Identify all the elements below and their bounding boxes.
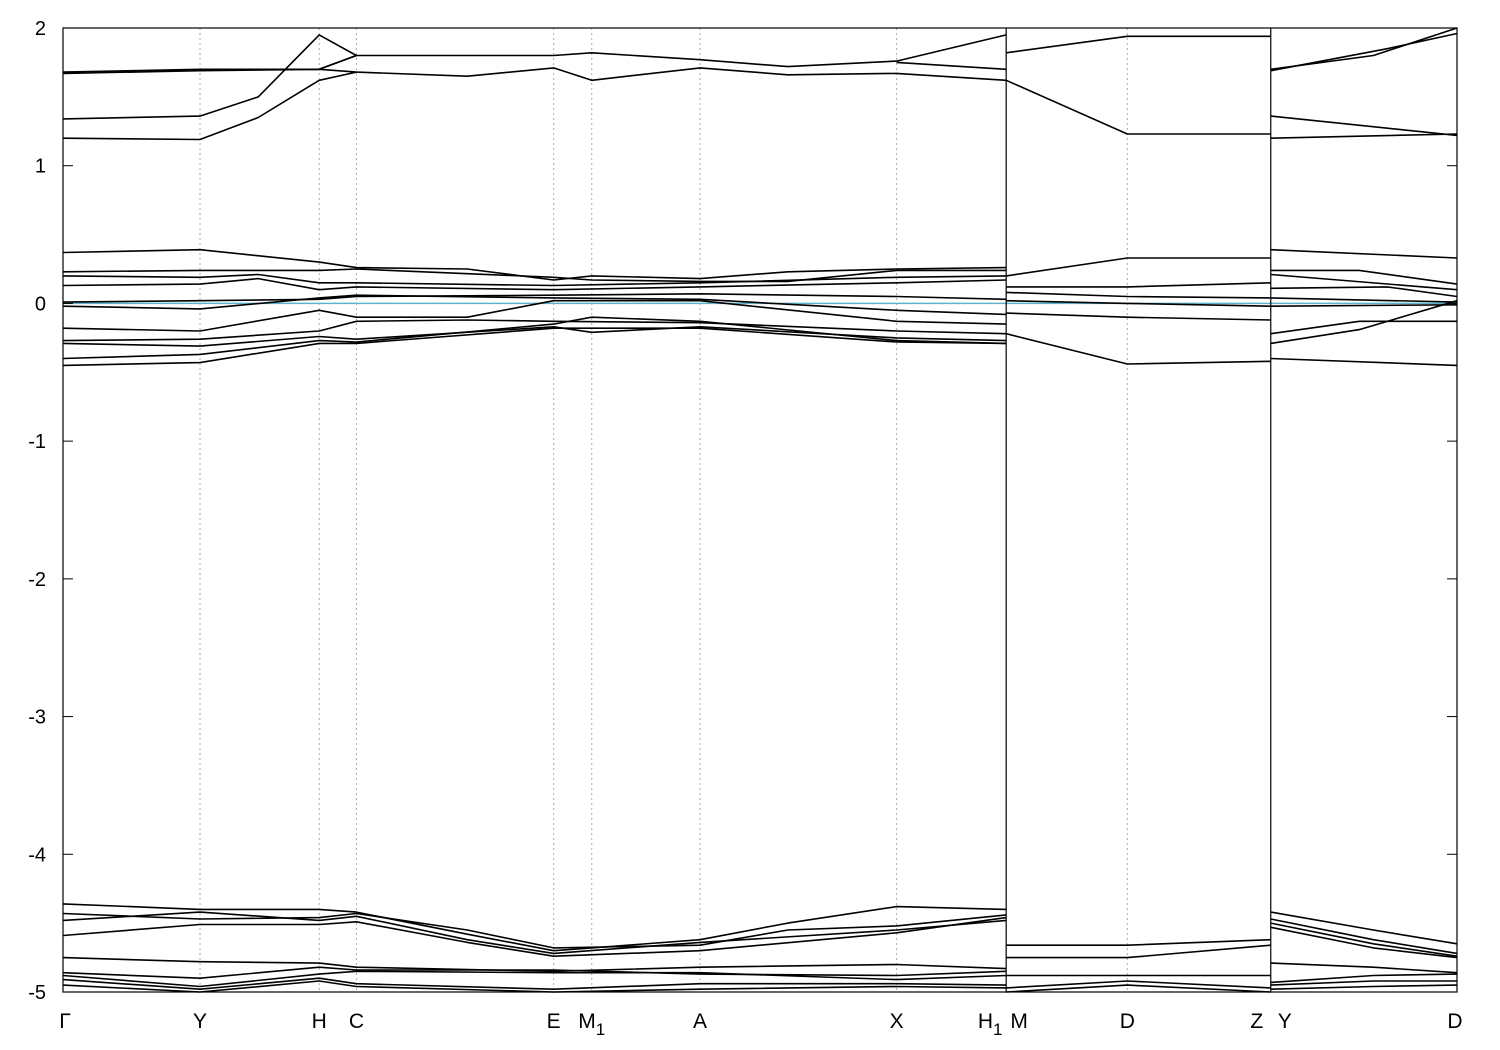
band-line [1270,918,1458,955]
kpoint-label: H1 [978,1010,1003,1039]
band-line [62,248,1007,281]
band-line [1270,980,1457,986]
kpoint-gridlines [199,28,1128,992]
y-tick-label: 2 [35,18,46,40]
kpoint-label: D [1447,1010,1462,1033]
kpoint-label-subscript: 1 [596,1020,605,1039]
band-line [62,277,1007,291]
kpoint-label: Γ [59,1010,71,1033]
band-line [62,34,1007,73]
band-line [1270,922,1458,957]
band-line [1270,27,1458,71]
band-line [62,977,1007,991]
band-line [1006,299,1271,307]
band-line [1270,286,1458,298]
plot-frame [62,27,1458,993]
band-line [1270,984,1458,990]
kpoint-label: X [890,1010,904,1033]
kpoint-label: Z [1250,1010,1263,1033]
band-line [1006,312,1271,321]
band-line [1270,320,1457,335]
kpoint-label: C [349,1010,364,1033]
kpoint-label: M [1010,1010,1028,1033]
band-line [1006,257,1271,277]
band-line [1006,282,1271,288]
band-line [1270,973,1458,984]
plot-border [62,27,1458,993]
y-tick-label: 1 [35,156,46,178]
band-line [62,273,1007,287]
band-line [1006,332,1271,365]
x-axis-kpoint-labels: Γ Y H C E M1 A X H1 M D Z Y D [59,1010,1462,1039]
y-tick-label: -2 [28,569,46,591]
band-line [1006,938,1271,947]
band-line [1006,980,1271,989]
band-line [62,970,1007,988]
band-line [1270,269,1458,285]
y-tick-label: -1 [28,431,46,453]
kpoint-label: H [312,1010,327,1033]
band-line [62,71,357,141]
path-breaks [1005,28,1272,992]
band-line [62,911,1007,955]
band-line [1006,944,1271,959]
kpoint-label: A [693,1010,707,1033]
band-line [62,916,1007,958]
kpoint-label-subscript: 1 [993,1020,1002,1039]
band-line [1270,304,1458,307]
band-line [62,268,1007,283]
band-line [62,327,1007,367]
kpoint-label: M1 [578,1010,605,1039]
y-axis-ticks: 2 1 0 -1 -2 -3 -4 -5 [28,18,1457,1004]
band-line [62,294,1007,316]
band-line [1005,79,1271,135]
y-tick-label: -4 [28,844,46,866]
band-line [1006,984,1271,993]
bands [62,27,1458,993]
band-line [62,903,1007,952]
band-line [896,61,1007,71]
band-line [1006,35,1271,54]
band-line [62,299,1007,332]
band-line [1270,357,1458,367]
kpoint-label: D [1120,1010,1135,1033]
band-line [1270,133,1458,139]
kpoint-label: Y [1278,1010,1292,1033]
band-line [1270,297,1458,303]
band-line [1006,291,1271,299]
band-line [1270,32,1458,72]
band-line [1270,962,1458,974]
y-tick-label: -5 [28,982,46,1004]
y-tick-label: -3 [28,707,46,729]
band-line [1270,299,1458,345]
band-line [62,319,1007,342]
band-line [258,54,357,71]
band-line [1270,115,1458,137]
band-line [1270,248,1458,259]
y-tick-label: 0 [35,293,46,315]
band-line [62,912,1007,949]
band-line [1270,911,1458,945]
kpoint-label: Y [193,1010,207,1033]
band-line [62,966,1007,980]
band-line [62,67,1007,82]
kpoint-label: E [547,1010,561,1033]
band-line [62,316,1007,360]
band-line [62,34,357,120]
band-line [1270,273,1458,291]
band-line [62,980,1007,993]
band-line [1270,926,1458,959]
